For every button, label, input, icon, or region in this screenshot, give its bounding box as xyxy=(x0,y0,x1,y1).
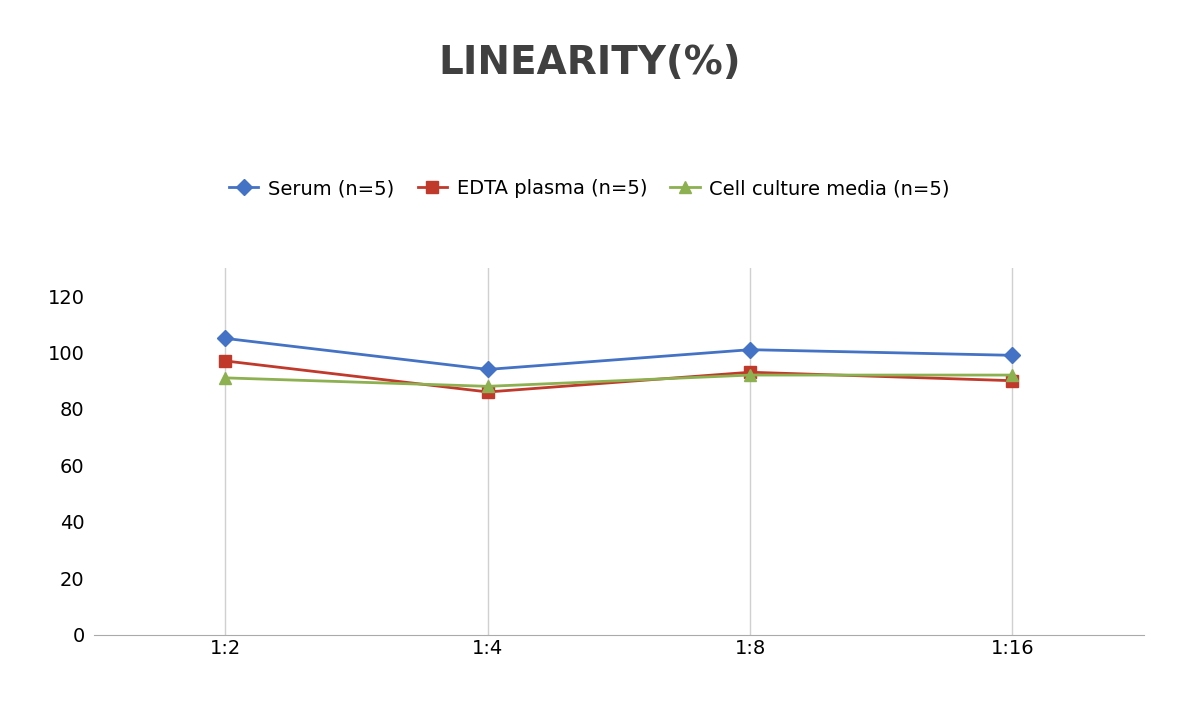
EDTA plasma (n=5) xyxy=(218,357,232,365)
Line: EDTA plasma (n=5): EDTA plasma (n=5) xyxy=(220,355,1017,398)
Text: LINEARITY(%): LINEARITY(%) xyxy=(439,44,740,82)
Serum (n=5) xyxy=(218,334,232,343)
EDTA plasma (n=5) xyxy=(481,388,495,396)
Line: Cell culture media (n=5): Cell culture media (n=5) xyxy=(220,369,1017,392)
Cell culture media (n=5) xyxy=(218,374,232,382)
Serum (n=5) xyxy=(481,365,495,374)
Cell culture media (n=5) xyxy=(743,371,757,379)
Serum (n=5) xyxy=(743,345,757,354)
EDTA plasma (n=5) xyxy=(1006,376,1020,385)
Legend: Serum (n=5), EDTA plasma (n=5), Cell culture media (n=5): Serum (n=5), EDTA plasma (n=5), Cell cul… xyxy=(229,179,950,198)
Serum (n=5) xyxy=(1006,351,1020,360)
Cell culture media (n=5) xyxy=(481,382,495,391)
EDTA plasma (n=5) xyxy=(743,368,757,376)
Line: Serum (n=5): Serum (n=5) xyxy=(220,333,1017,375)
Cell culture media (n=5) xyxy=(1006,371,1020,379)
